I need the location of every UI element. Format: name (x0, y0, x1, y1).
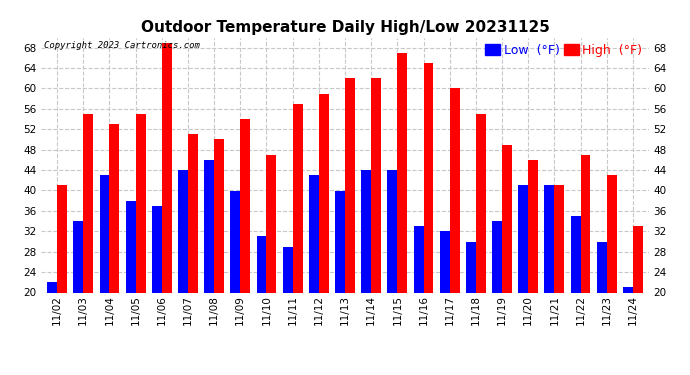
Bar (178, 170, 188, 292)
Bar (571, 216, 580, 292)
Bar (204, 160, 214, 292)
Bar (492, 221, 502, 292)
Bar (371, 78, 381, 292)
Bar (257, 236, 266, 292)
Bar (266, 155, 277, 292)
Bar (518, 185, 529, 292)
Title: Outdoor Temperature Daily High/Low 20231125: Outdoor Temperature Daily High/Low 20231… (141, 20, 549, 35)
Bar (152, 206, 161, 292)
Bar (293, 104, 303, 292)
Bar (309, 175, 319, 292)
Bar (607, 175, 617, 292)
Bar (83, 114, 93, 292)
Bar (623, 287, 633, 292)
Bar (502, 145, 512, 292)
Bar (597, 242, 607, 292)
Bar (47, 282, 57, 292)
Bar (110, 124, 119, 292)
Bar (476, 114, 486, 292)
Bar (214, 140, 224, 292)
Bar (126, 201, 136, 292)
Text: Copyright 2023 Cartronics.com: Copyright 2023 Cartronics.com (44, 41, 200, 50)
Bar (554, 185, 564, 292)
Bar (99, 175, 110, 292)
Bar (580, 155, 591, 292)
Bar (440, 231, 450, 292)
Bar (136, 114, 146, 292)
Bar (424, 63, 433, 292)
Bar (397, 53, 407, 292)
Bar (161, 43, 172, 292)
Bar (362, 170, 371, 292)
Bar (450, 88, 460, 292)
Bar (57, 185, 67, 292)
Legend: Low  (°F), High  (°F): Low (°F), High (°F) (480, 39, 647, 62)
Bar (345, 78, 355, 292)
Bar (466, 242, 476, 292)
Bar (73, 221, 83, 292)
Bar (387, 170, 397, 292)
Bar (335, 190, 345, 292)
Bar (188, 134, 198, 292)
Bar (319, 94, 328, 292)
Bar (544, 185, 554, 292)
Bar (633, 226, 643, 292)
Bar (529, 160, 538, 292)
Bar (230, 190, 240, 292)
Bar (413, 226, 424, 292)
Bar (240, 119, 250, 292)
Bar (283, 247, 293, 292)
